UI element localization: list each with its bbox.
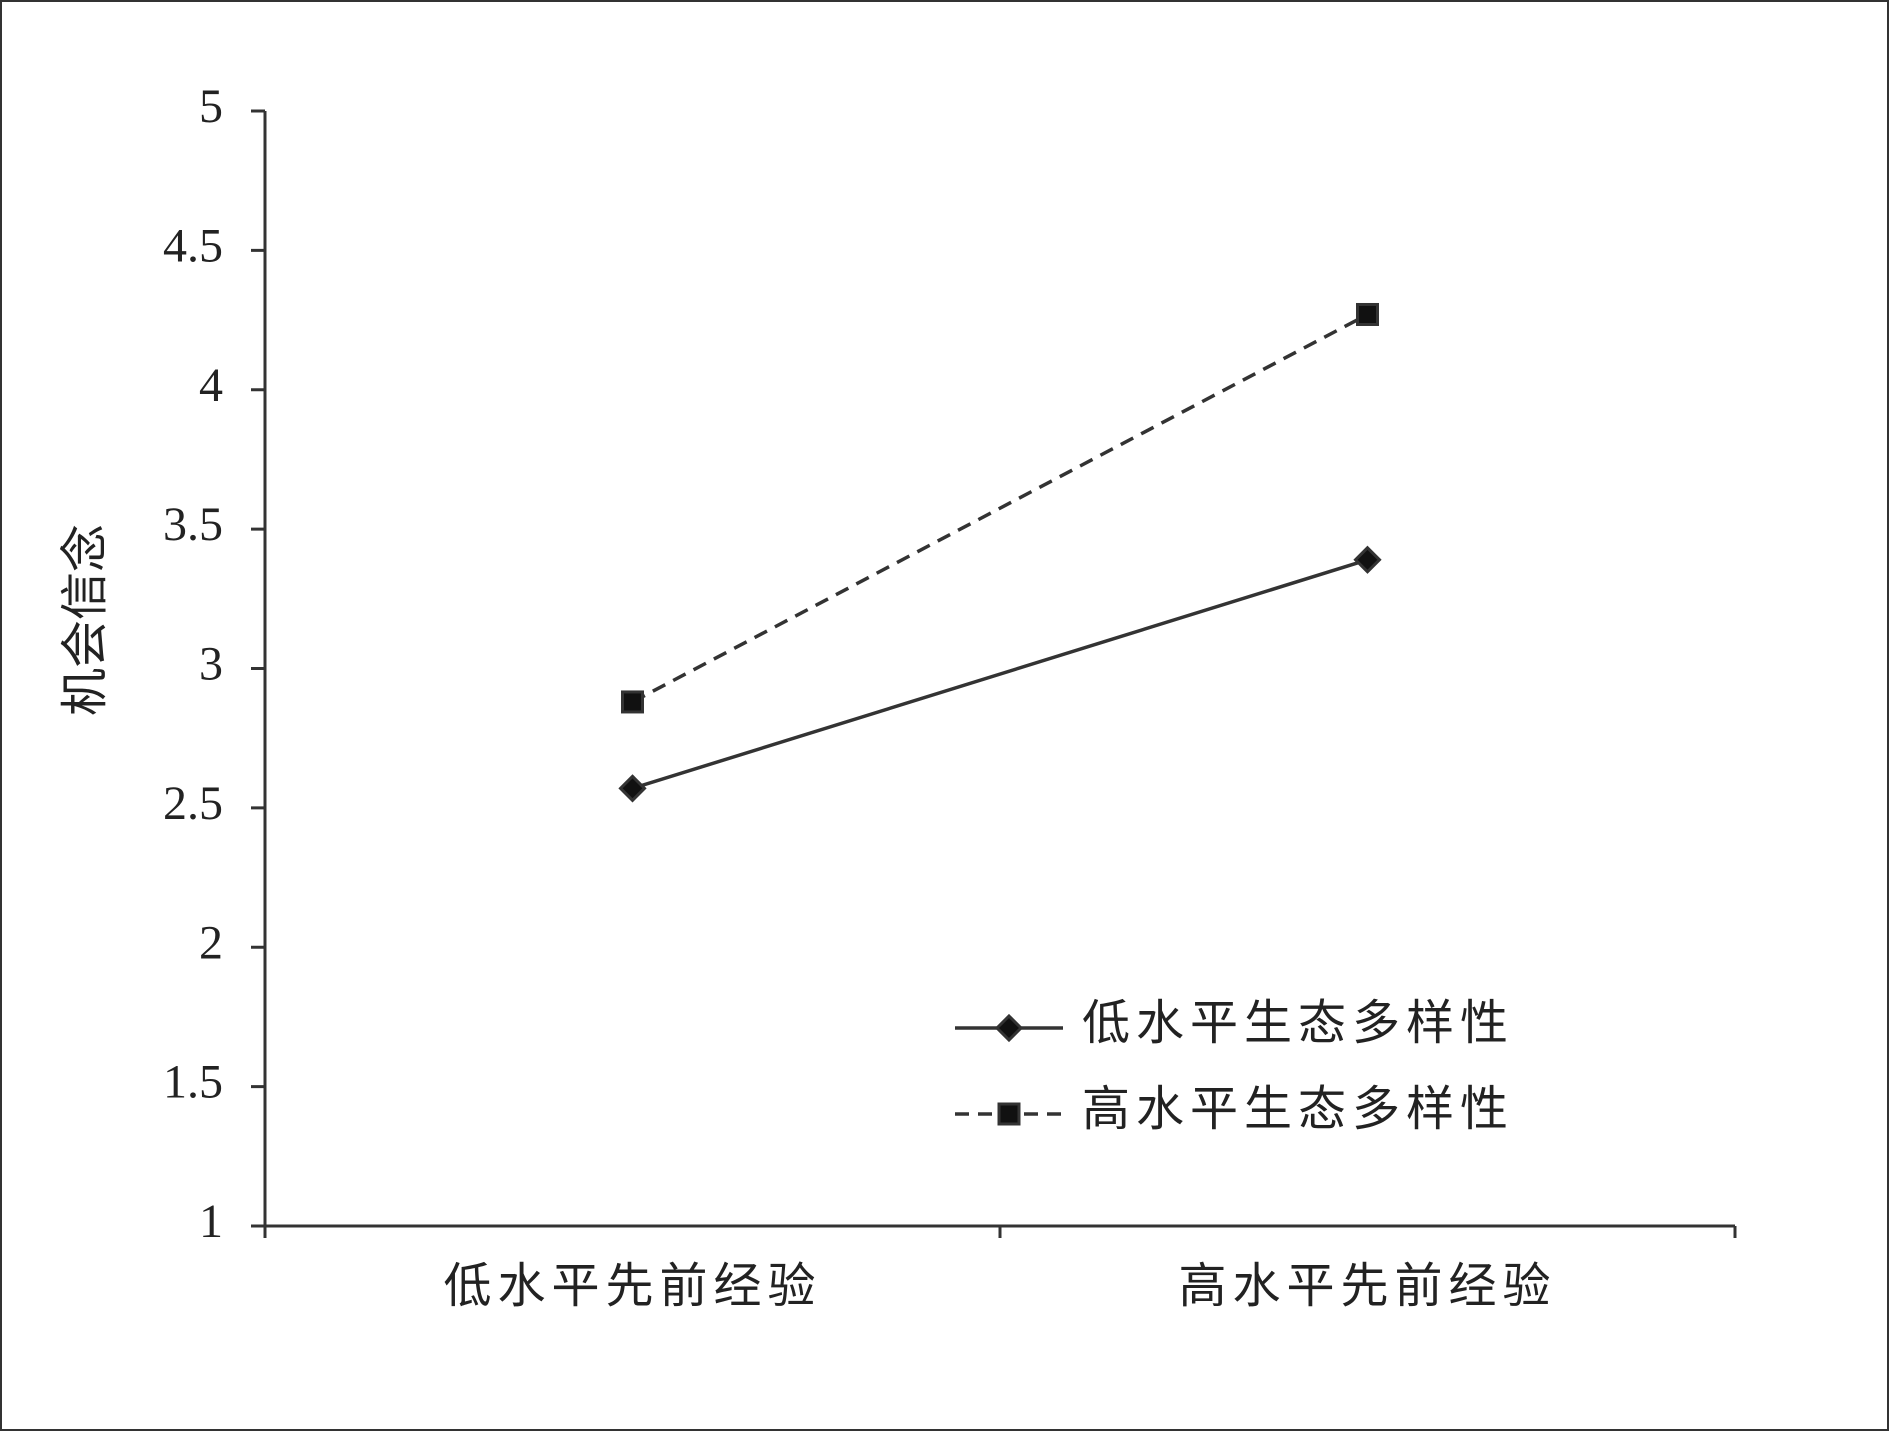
data-point [618, 774, 647, 803]
y-tick-label: 2.5 [163, 777, 223, 830]
y-axis-label: 机会信念 [59, 524, 112, 716]
y-tick-label: 3.5 [163, 498, 223, 551]
y-tick-label: 4.5 [163, 219, 223, 272]
series-line [631, 312, 1369, 704]
legend-label: 高水平生态多样性 [1082, 1083, 1514, 1136]
y-tick-label: 5 [199, 80, 223, 133]
data-point [621, 690, 644, 714]
legend-label: 低水平生态多样性 [1082, 997, 1514, 1050]
y-tick-label: 1 [199, 1195, 223, 1248]
data-point [1353, 545, 1382, 574]
series-line [631, 558, 1369, 791]
y-tick-label: 3 [199, 638, 223, 691]
data-point [1356, 302, 1379, 326]
legend-marker [994, 1013, 1024, 1043]
y-tick-label: 2 [199, 916, 223, 969]
x-tick-label: 低水平先前经验 [443, 1260, 821, 1313]
x-tick-label: 高水平先前经验 [1178, 1260, 1556, 1313]
y-tick-label: 1.5 [163, 1056, 223, 1109]
legend-marker [997, 1102, 1021, 1126]
y-tick-label: 4 [199, 359, 223, 412]
